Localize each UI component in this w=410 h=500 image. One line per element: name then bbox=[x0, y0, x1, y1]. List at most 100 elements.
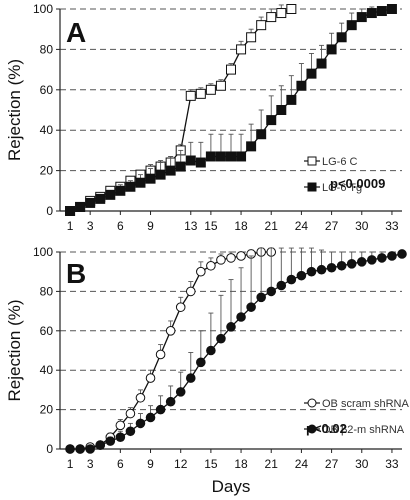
x-tick-label: 12 bbox=[174, 457, 188, 471]
data-point bbox=[236, 251, 246, 261]
data-point bbox=[95, 193, 106, 204]
data-point bbox=[195, 88, 206, 99]
legend-label: LG-6 C bbox=[322, 156, 358, 168]
data-point bbox=[356, 257, 367, 267]
data-point bbox=[195, 157, 206, 168]
x-tick-label: 33 bbox=[385, 219, 399, 233]
x-tick-label: 3 bbox=[87, 457, 94, 471]
y-tick-label: 60 bbox=[40, 324, 54, 338]
x-tick-label: 3 bbox=[87, 219, 94, 233]
y-tick-label: 0 bbox=[46, 204, 53, 218]
data-point bbox=[185, 90, 196, 101]
y-tick-label: 0 bbox=[46, 442, 53, 456]
x-axis-title: Days bbox=[212, 477, 251, 496]
y-axis-title: Rejection (%) bbox=[5, 59, 24, 161]
x-tick-label: 27 bbox=[325, 219, 339, 233]
x-tick-label: 1 bbox=[67, 219, 74, 233]
data-point bbox=[226, 253, 236, 263]
y-tick-label: 100 bbox=[33, 2, 53, 16]
data-point bbox=[296, 80, 307, 91]
data-point bbox=[205, 84, 216, 95]
data-point bbox=[155, 349, 166, 360]
data-point bbox=[196, 357, 206, 368]
data-point bbox=[175, 387, 186, 397]
data-point bbox=[256, 292, 266, 303]
legend-marker bbox=[307, 182, 317, 192]
data-point bbox=[196, 266, 206, 277]
data-point bbox=[175, 302, 186, 312]
data-point bbox=[336, 32, 347, 43]
data-point bbox=[135, 418, 146, 429]
legend-marker bbox=[307, 424, 317, 434]
p-value-annotation: p<0.02 bbox=[306, 421, 347, 436]
data-point bbox=[326, 44, 337, 55]
legend-label: LG-6 Tg bbox=[322, 182, 362, 194]
data-point bbox=[316, 58, 327, 69]
data-point bbox=[236, 312, 246, 322]
data-point bbox=[266, 286, 277, 297]
chart-panel-b: 0 20 40 60 80 100 1 3 6 9 12 15 18 21 24 27 30 33 Rejectio… bbox=[5, 245, 409, 471]
legend: LG-6 C LG-6 Tg bbox=[304, 156, 362, 194]
x-tick-label: 6 bbox=[117, 219, 124, 233]
series-1 bbox=[65, 247, 407, 454]
data-point bbox=[216, 333, 226, 344]
data-point bbox=[175, 161, 186, 172]
chart-panel-a: 0 20 40 60 80 100 1 3 6 9 13 15 18 21 24 27 30 33 Rejectio… bbox=[5, 2, 402, 233]
series-1 bbox=[65, 4, 397, 216]
data-point bbox=[215, 151, 226, 162]
data-point bbox=[206, 345, 216, 356]
data-point bbox=[145, 412, 156, 423]
x-tick-label: 15 bbox=[204, 219, 218, 233]
data-point bbox=[276, 8, 287, 19]
data-point bbox=[215, 80, 226, 91]
data-point bbox=[276, 105, 287, 115]
y-tick-label: 40 bbox=[40, 363, 54, 377]
x-tick-label: 18 bbox=[234, 457, 248, 471]
y-tick-label: 20 bbox=[40, 164, 54, 178]
x-tick-label: 13 bbox=[184, 219, 198, 233]
data-point bbox=[105, 436, 116, 446]
data-point bbox=[155, 404, 166, 415]
data-point bbox=[165, 165, 176, 176]
data-point bbox=[266, 12, 277, 23]
data-point bbox=[236, 151, 247, 162]
data-point bbox=[185, 373, 196, 383]
data-point bbox=[256, 20, 267, 31]
panel-label: A bbox=[66, 17, 86, 48]
data-point bbox=[246, 141, 257, 152]
y-tick-label: 20 bbox=[40, 403, 54, 417]
data-point bbox=[105, 189, 116, 200]
data-point bbox=[65, 444, 75, 454]
data-point bbox=[165, 326, 176, 336]
data-point bbox=[256, 129, 267, 140]
x-tick-label: 21 bbox=[265, 219, 279, 233]
data-point bbox=[346, 259, 357, 269]
data-point bbox=[397, 249, 407, 259]
y-tick-label: 40 bbox=[40, 123, 54, 137]
x-tick-label: 27 bbox=[325, 457, 339, 471]
data-point bbox=[205, 151, 216, 162]
data-point bbox=[356, 12, 367, 23]
data-point bbox=[226, 151, 236, 162]
y-tick-label: 80 bbox=[40, 284, 54, 298]
data-point bbox=[366, 8, 377, 19]
x-tick-label: 24 bbox=[295, 457, 309, 471]
data-point bbox=[155, 169, 166, 180]
data-point bbox=[286, 94, 297, 105]
data-point bbox=[306, 68, 317, 79]
data-point bbox=[246, 302, 256, 312]
data-point bbox=[125, 181, 136, 192]
x-tick-label: 1 bbox=[67, 457, 74, 471]
x-tick-label: 24 bbox=[295, 219, 309, 233]
x-tick-label: 9 bbox=[147, 219, 154, 233]
series-line bbox=[70, 253, 403, 450]
data-point bbox=[346, 20, 357, 31]
legend-label: OB β2-m shRNA bbox=[322, 424, 405, 436]
data-point bbox=[125, 408, 136, 419]
legend: OB scram shRNA OB β2-m shRNA bbox=[304, 398, 409, 436]
data-point bbox=[185, 286, 196, 297]
data-point bbox=[65, 206, 76, 216]
data-point bbox=[236, 44, 247, 55]
data-point bbox=[135, 392, 146, 403]
x-tick-label: 21 bbox=[265, 457, 279, 471]
